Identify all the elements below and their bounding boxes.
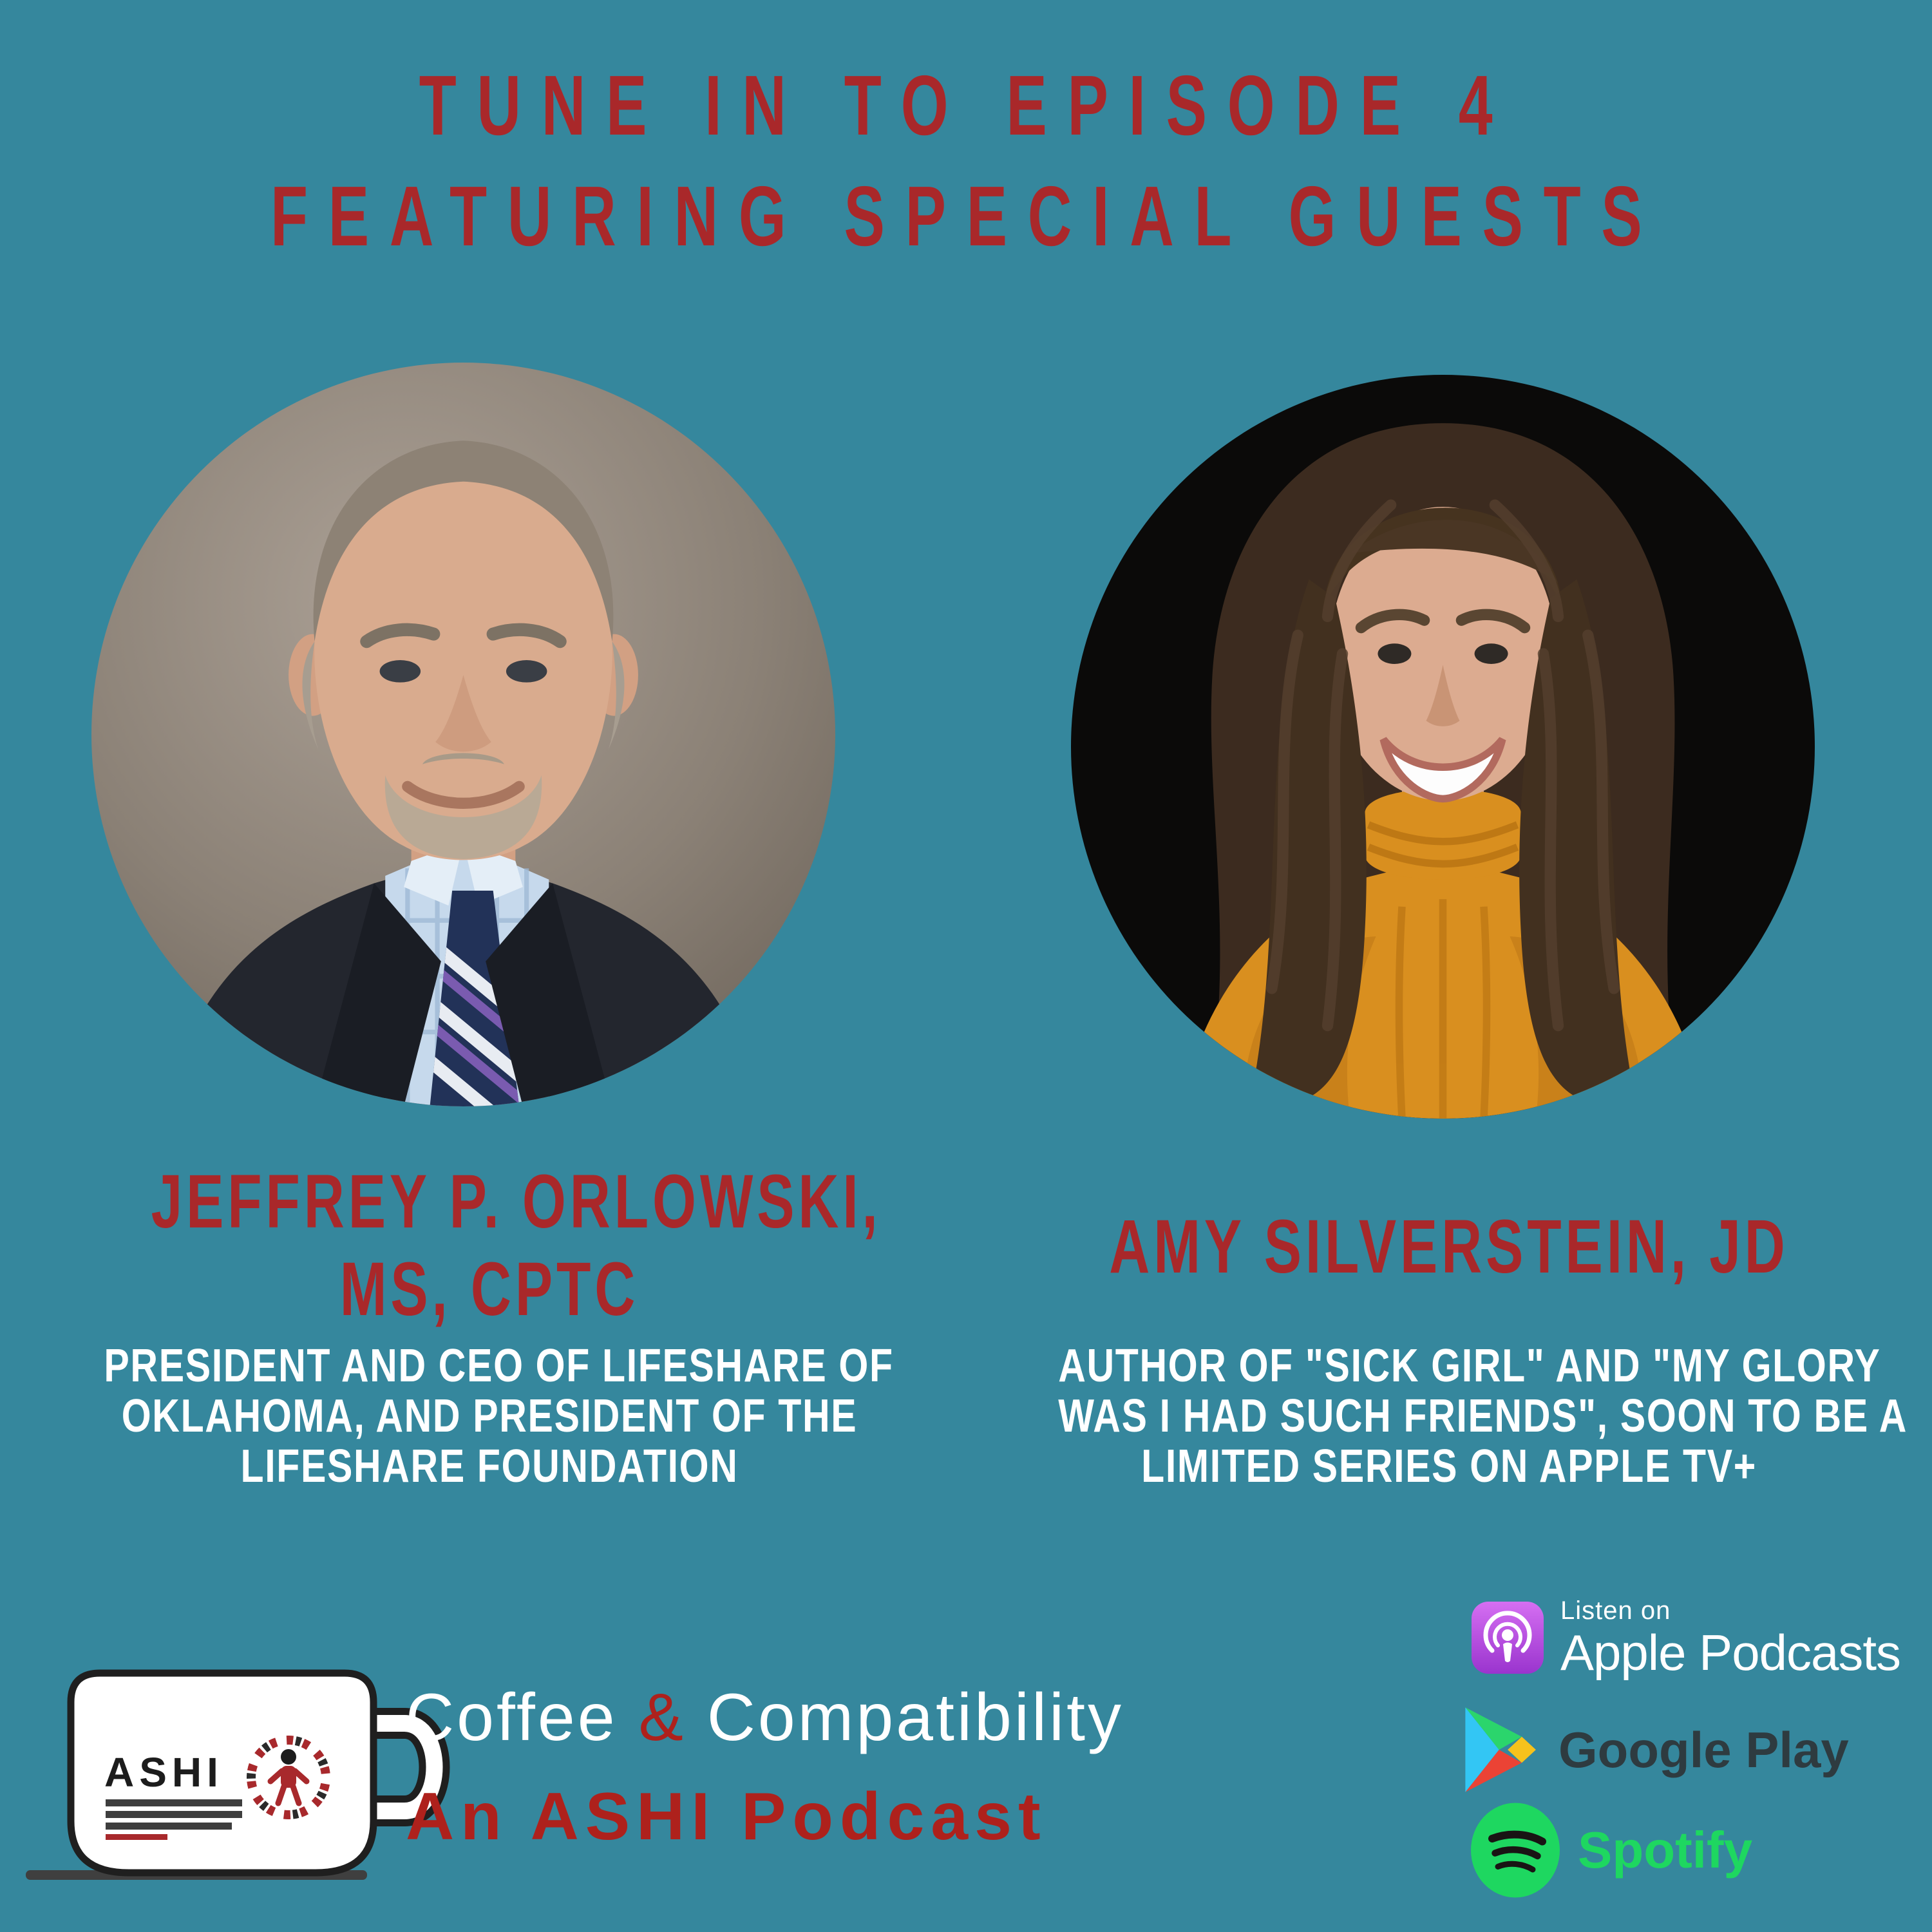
show-title-ampersand: & xyxy=(638,1680,686,1755)
mug-brand-text: ASHI xyxy=(104,1749,223,1795)
title-line-2: FEATURING SPECIAL GUESTS xyxy=(270,169,1663,263)
spotify-badge[interactable]: Spotify xyxy=(1467,1802,1752,1899)
show-title: Coffee & Compatibility xyxy=(406,1680,1372,1756)
guest-desc-amy-line1: AUTHOR OF "SICK GIRL" AND "MY GLORY xyxy=(1058,1340,1881,1392)
google-play-badge[interactable]: Google Play xyxy=(1463,1701,1849,1798)
guest-name-jeffrey: JEFFREY P. ORLOWSKI, MS, CPTC xyxy=(32,1158,947,1333)
show-title-word2: Compatibility xyxy=(706,1680,1124,1755)
ashi-mug-logo: ASHI xyxy=(26,1667,477,1893)
listen-on-label: Listen on xyxy=(1560,1596,1671,1625)
show-title-word1: Coffee xyxy=(406,1680,618,1755)
page-title: TUNE IN TO EPISODE 4 FEATURING SPECIAL G… xyxy=(0,50,1932,272)
google-play-label: Google Play xyxy=(1558,1721,1849,1778)
title-line-1: TUNE IN TO EPISODE 4 xyxy=(419,58,1513,153)
apple-podcasts-label: Apple Podcasts xyxy=(1560,1624,1901,1681)
guest-name-jeffrey-line2: MS, CPTC xyxy=(339,1247,639,1332)
guest-name-jeffrey-line1: JEFFREY P. ORLOWSKI, xyxy=(151,1159,882,1244)
guest-name-amy-line1: AMY SILVERSTEIN, JD xyxy=(1109,1204,1789,1289)
guest-photo-jeffrey xyxy=(91,363,835,1106)
guest-desc-amy-line3: LIMITED SERIES ON APPLE TV+ xyxy=(1141,1441,1757,1492)
guest-desc-jeffrey-line2: OKLAHOMA, AND PRESIDENT OF THE xyxy=(121,1390,858,1442)
amy-portrait-illustration xyxy=(1071,375,1815,1119)
guest-desc-amy-line2: WAS I HAD SUCH FRIENDS", SOON TO BE A xyxy=(1058,1390,1908,1442)
guest-desc-amy: AUTHOR OF "SICK GIRL" AND "MY GLORY WAS … xyxy=(972,1341,1926,1492)
show-subtitle: An ASHI Podcast xyxy=(406,1779,1047,1854)
apple-podcasts-badge[interactable]: Listen on Apple Podcasts xyxy=(1472,1596,1901,1681)
google-play-icon xyxy=(1465,1707,1536,1792)
apple-podcasts-icon xyxy=(1472,1602,1544,1674)
coffee-mug-icon: ASHI xyxy=(26,1669,450,1880)
jeffrey-portrait-illustration xyxy=(91,363,835,1106)
guest-name-amy: AMY SILVERSTEIN, JD xyxy=(985,1203,1913,1291)
guest-desc-jeffrey-line1: PRESIDENT AND CEO OF LIFESHARE OF xyxy=(104,1340,894,1392)
guest-desc-jeffrey-line3: LIFESHARE FOUNDATION xyxy=(240,1441,739,1492)
guest-desc-jeffrey: PRESIDENT AND CEO OF LIFESHARE OF OKLAHO… xyxy=(19,1341,960,1492)
guest-photo-amy xyxy=(1071,375,1815,1119)
spotify-icon xyxy=(1471,1803,1560,1898)
spotify-label: Spotify xyxy=(1578,1821,1753,1879)
